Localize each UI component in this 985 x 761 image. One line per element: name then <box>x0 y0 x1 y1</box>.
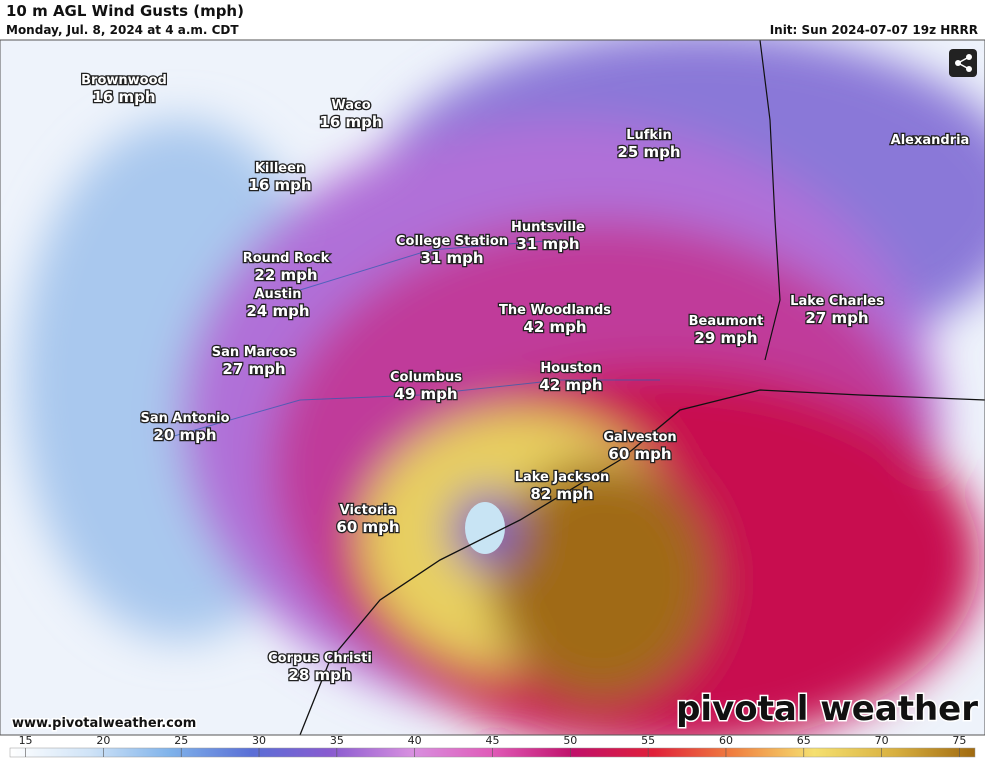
colorbar-tick-label: 70 <box>875 734 889 747</box>
logo: pivotal weather <box>676 689 978 729</box>
city-name: Victoria <box>340 503 397 518</box>
city-name: Alexandria <box>891 133 970 148</box>
gust-value: 28 mph <box>288 666 351 684</box>
roads <box>159 239 660 441</box>
city-name: Killeen <box>255 161 305 176</box>
gust-value: 49 mph <box>394 385 457 403</box>
colorbar-tick-label: 60 <box>719 734 733 747</box>
wind-field <box>0 40 985 735</box>
city-name: Beaumont <box>689 314 764 329</box>
city-name: Houston <box>540 361 601 376</box>
city-name: The Woodlands <box>499 303 611 318</box>
city-name: Lake Jackson <box>515 470 610 485</box>
init-time: Init: Sun 2024-07-07 19z HRRR <box>770 23 978 37</box>
subtitle: Monday, Jul. 8, 2024 at 4 a.m. CDT <box>6 23 239 37</box>
colorbar-tick-label: 35 <box>330 734 344 747</box>
gust-value: 16 mph <box>319 113 382 131</box>
city-name: College Station <box>396 234 508 249</box>
colorbar-tick-label: 45 <box>486 734 500 747</box>
city-name: Corpus Christi <box>268 651 372 666</box>
gust-value: 20 mph <box>153 426 216 444</box>
city-name: Lufkin <box>626 128 672 143</box>
gust-value: 16 mph <box>92 88 155 106</box>
gust-value: 24 mph <box>246 302 309 320</box>
state-border <box>759 40 781 361</box>
gust-value: 31 mph <box>420 249 483 267</box>
gust-value: 60 mph <box>336 518 399 536</box>
gust-value: 27 mph <box>805 309 868 327</box>
gust-value: 42 mph <box>539 376 602 394</box>
city-name: Brownwood <box>81 73 167 88</box>
colorbar-tick-label: 15 <box>19 734 33 747</box>
city-name: San Antonio <box>140 411 229 426</box>
colorbar: 15 20 25 30 35 40 45 50 55 60 65 70 75 <box>9 734 976 758</box>
city-name: Austin <box>255 287 302 302</box>
website: www.pivotalweather.com <box>12 716 196 731</box>
city-name: Huntsville <box>511 220 585 235</box>
gust-value: 42 mph <box>523 318 586 336</box>
gust-value: 31 mph <box>516 235 579 253</box>
gust-value: 82 mph <box>530 485 593 503</box>
gust-value: 29 mph <box>694 329 757 347</box>
colorbar-tick-label: 30 <box>252 734 266 747</box>
colorbar-tick-label: 55 <box>641 734 655 747</box>
colorbar-tick-label: 25 <box>174 734 188 747</box>
city-name: Round Rock <box>243 251 330 266</box>
city-name: Waco <box>331 98 370 113</box>
gust-value: 16 mph <box>248 176 311 194</box>
colorbar-tick-label: 20 <box>96 734 110 747</box>
colorbar-tick-label: 75 <box>952 734 966 747</box>
gust-value: 22 mph <box>254 266 317 284</box>
map-border <box>0 39 985 736</box>
eye <box>465 502 505 554</box>
city-name: Lake Charles <box>790 294 884 309</box>
colorbar-tick-label: 40 <box>408 734 422 747</box>
city-name: Columbus <box>390 370 462 385</box>
coastline <box>299 389 985 735</box>
gust-value: 27 mph <box>222 360 285 378</box>
share-button[interactable] <box>949 49 977 77</box>
gust-value: 25 mph <box>617 143 680 161</box>
colorbar-tick-label: 65 <box>797 734 811 747</box>
title: 10 m AGL Wind Gusts (mph) <box>6 2 244 20</box>
city-name: Galveston <box>603 430 676 445</box>
colorbar-tick-label: 50 <box>563 734 577 747</box>
city-name: San Marcos <box>212 345 297 360</box>
gust-value: 60 mph <box>608 445 671 463</box>
